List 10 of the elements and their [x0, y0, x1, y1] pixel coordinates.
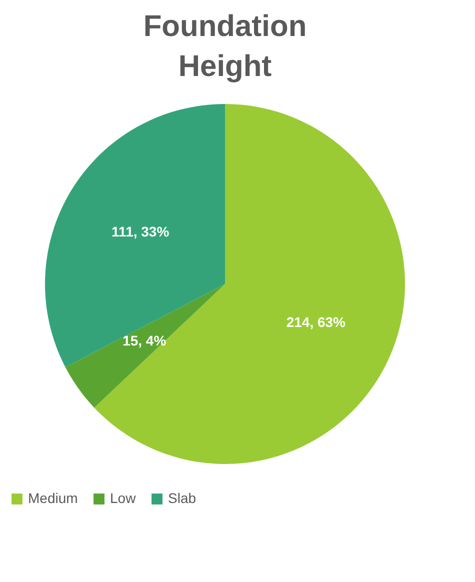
pie-slice — [65, 284, 225, 408]
legend-label: Low — [110, 490, 137, 506]
legend-label: Slab — [168, 490, 196, 506]
legend-label: Medium — [28, 490, 78, 506]
data-label: 15, 4% — [122, 332, 167, 348]
data-label: 111, 33% — [112, 224, 170, 240]
chart-title: Foundation Height — [143, 10, 307, 83]
data-label: 214, 63% — [286, 314, 346, 330]
pie-slice — [45, 104, 225, 368]
pie-slice — [94, 104, 405, 464]
